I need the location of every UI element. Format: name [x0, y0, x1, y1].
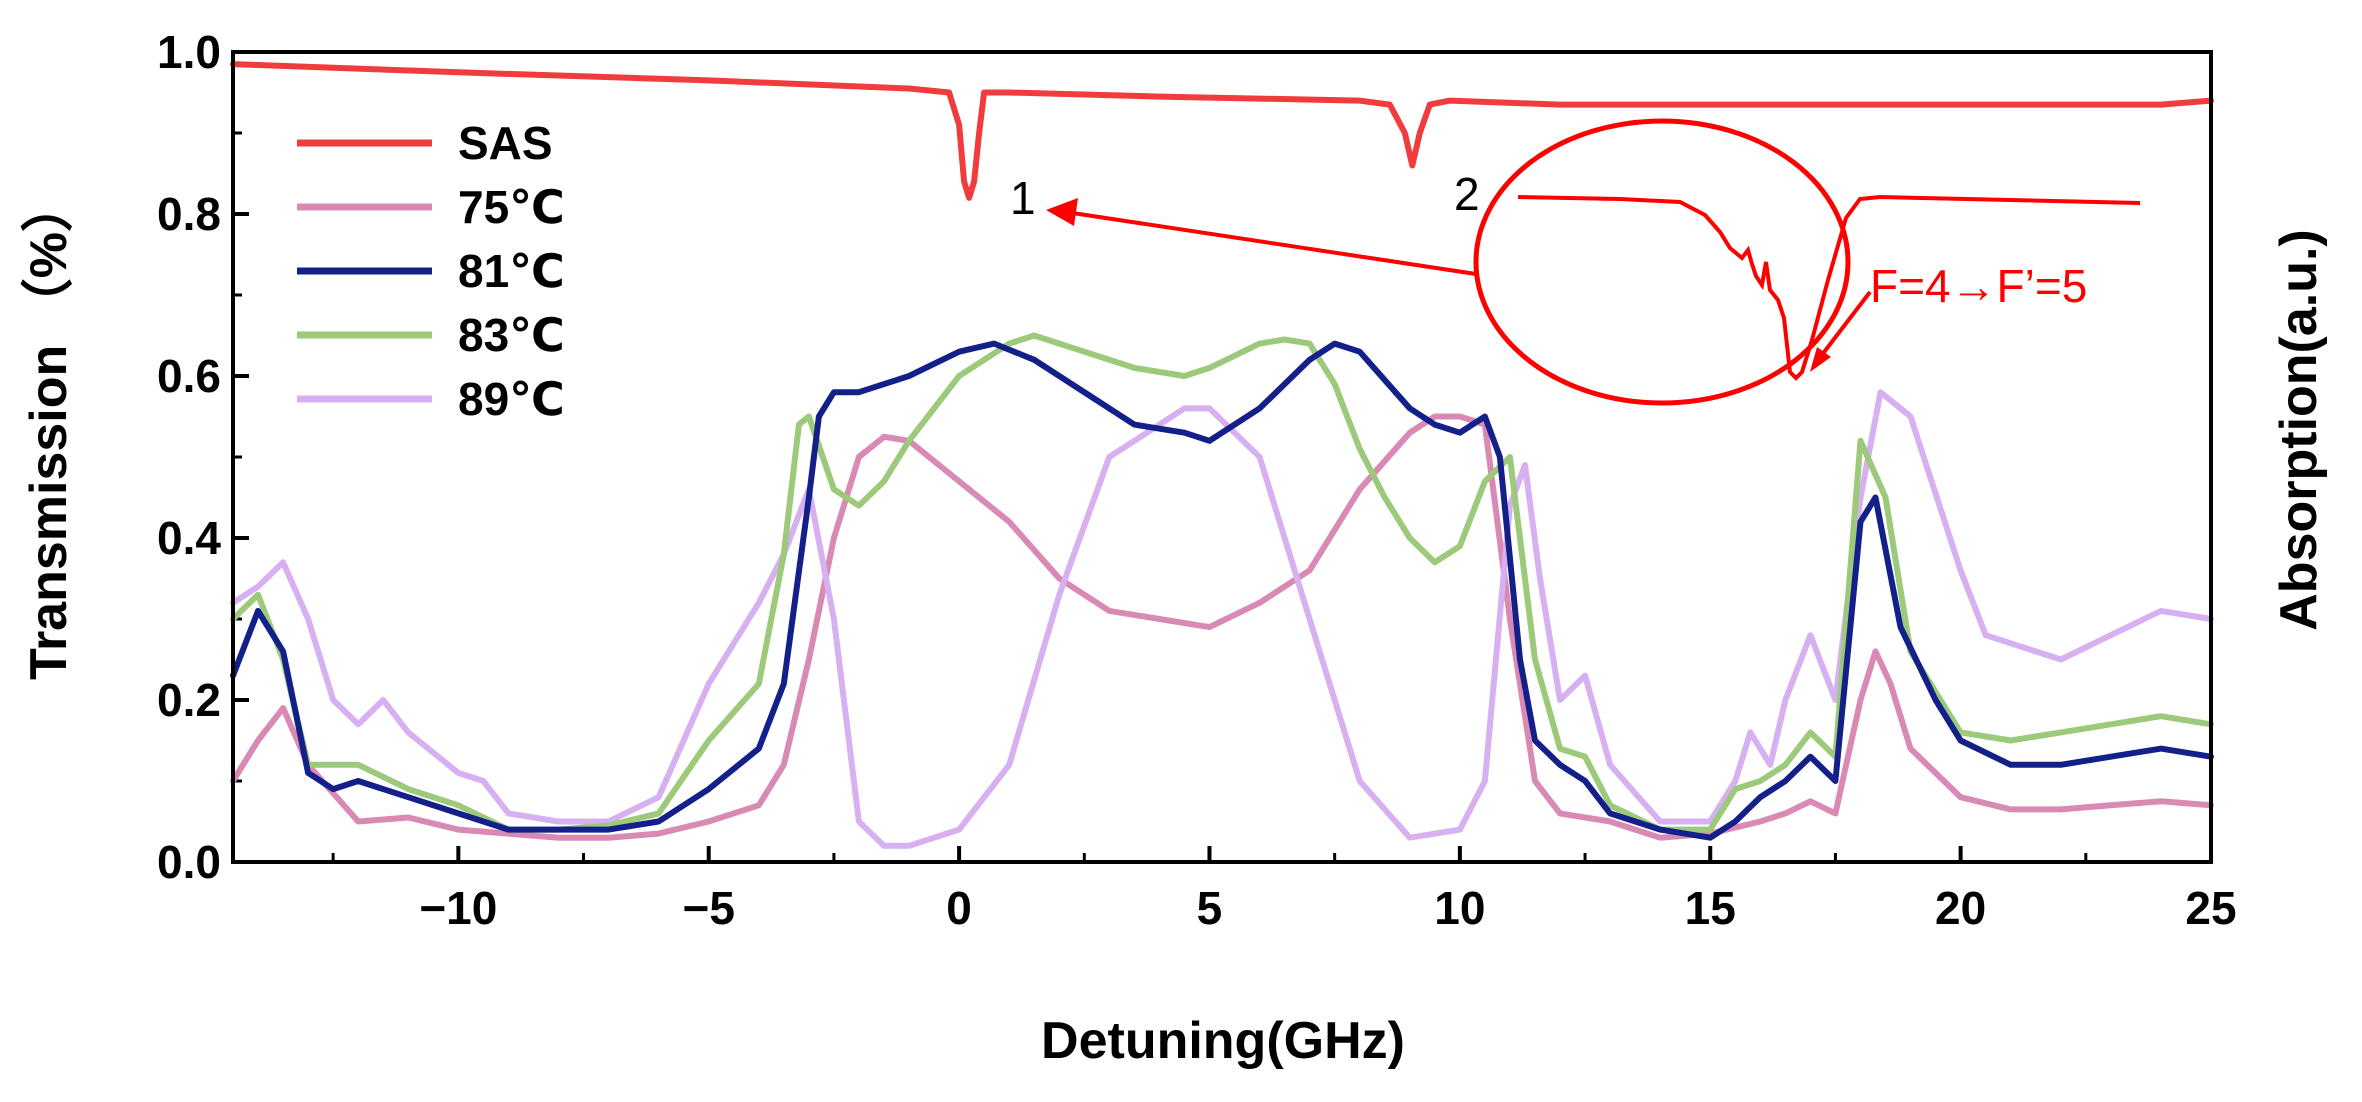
- axes-ticks: [233, 50, 2213, 864]
- series-line-0: [230, 61, 2214, 201]
- x-tick-label: 15: [1685, 882, 1736, 934]
- inset-zoom: [1473, 118, 2141, 406]
- x-tick-label: −10: [419, 882, 497, 934]
- legend-label: 83℃: [458, 309, 565, 361]
- y-tick-label: 1.0: [157, 26, 221, 78]
- x-tick-label: 10: [1434, 882, 1485, 934]
- inset-ellipse: [1473, 118, 1851, 406]
- inset-pointer-arrowhead: [1810, 347, 1831, 372]
- y-axis-label: Transmission （%）: [20, 180, 78, 680]
- legend-label: 75℃: [458, 181, 565, 233]
- series-layer: [230, 61, 2214, 849]
- series-line-2: [230, 340, 2214, 841]
- y-tick-label: 0.0: [157, 836, 221, 888]
- y-tick-label: 0.2: [157, 674, 221, 726]
- y-tick-label: 0.4: [157, 512, 221, 564]
- plot-frame: [231, 50, 2213, 864]
- series-line-1: [230, 413, 2214, 841]
- legend: SAS 75℃ 81℃ 83℃ 89℃: [297, 117, 565, 425]
- annotation-label-1: 1: [1010, 172, 1036, 224]
- y-axis-label-right: Absorption(a.u.): [2270, 229, 2328, 631]
- annotation-transition-label: F=4→F’=5: [1870, 260, 2087, 312]
- inset-pointer-arrow: [1816, 290, 1872, 362]
- x-tick-label: −5: [682, 882, 734, 934]
- y-tick-label: 0.6: [157, 350, 221, 402]
- annotation-arrow: [1065, 210, 1477, 276]
- x-tick-label: 0: [946, 882, 972, 934]
- annotation-arrowhead: [1046, 198, 1078, 226]
- inset-sas-trace: [1517, 194, 2141, 381]
- x-tick-label: 5: [1197, 882, 1223, 934]
- annotation-label-2: 2: [1454, 168, 1480, 220]
- x-tick-label: 25: [2185, 882, 2236, 934]
- y-tick-label: 0.8: [157, 188, 221, 240]
- x-tick-label: 20: [1935, 882, 1986, 934]
- legend-label: 89℃: [458, 373, 565, 425]
- legend-label: SAS: [458, 117, 553, 169]
- tick-labels: −10 −5 0 5 10 15 20 25 0.0 0.2 0.4 0.6 0.8 1.0: [157, 26, 2237, 934]
- x-axis-label: Detuning(GHz): [1041, 1012, 1405, 1070]
- legend-label: 81℃: [458, 245, 565, 297]
- series-line-3: [230, 332, 2214, 833]
